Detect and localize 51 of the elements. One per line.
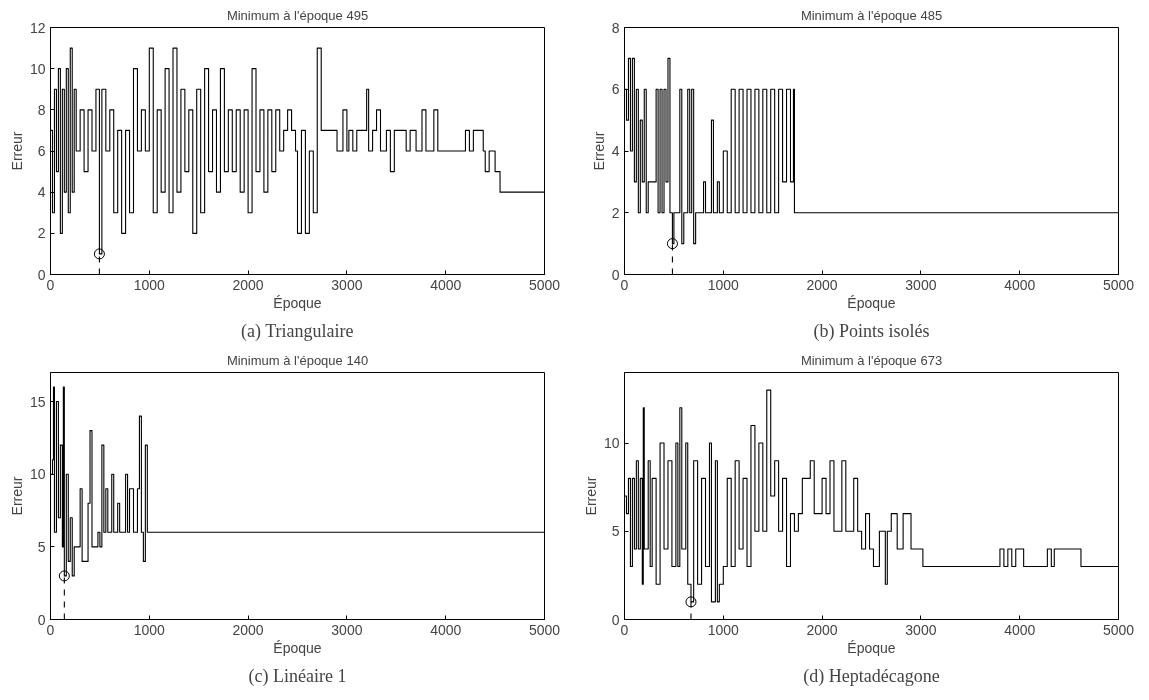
y-tick-label: 10 <box>29 60 46 77</box>
x-tick-label: 2000 <box>232 276 264 293</box>
y-tick-label: 6 <box>37 143 46 159</box>
x-tick-label: 3000 <box>331 621 363 638</box>
y-tick-label: 6 <box>611 81 620 98</box>
x-axis-title: Époque <box>847 639 896 656</box>
x-tick-label: 1000 <box>707 621 740 638</box>
chart-title: Minimum à l'époque 485 <box>800 7 943 23</box>
x-tick-label: 2000 <box>806 276 838 293</box>
x-tick-label: 4000 <box>1004 276 1036 293</box>
y-tick-label: 2 <box>611 204 620 221</box>
y-tick-label: 10 <box>29 466 46 483</box>
x-tick-label: 4000 <box>430 621 462 638</box>
chart-title: Minimum à l'époque 673 <box>800 352 943 368</box>
text: (d) Heptadécagone <box>803 665 940 687</box>
y-tick-label: 15 <box>29 393 46 410</box>
x-tick-label: 1000 <box>707 276 740 293</box>
y-tick-label: 4 <box>37 184 46 201</box>
y-tick-label: 10 <box>603 435 620 452</box>
y-axis-title: Erreur <box>590 131 607 171</box>
x-axis-title: Époque <box>273 639 322 656</box>
x-tick-label: 2000 <box>806 621 838 638</box>
x-tick-label: 5000 <box>528 621 561 638</box>
y-tick-label: 8 <box>37 101 46 118</box>
y-axis-title: Erreur <box>582 476 599 516</box>
x-tick-label: 3000 <box>331 276 363 293</box>
x-tick-label: 3000 <box>905 276 937 293</box>
y-tick-label: 2 <box>37 225 46 242</box>
x-tick-label: 2000 <box>232 621 264 638</box>
chart-title: Minimum à l'époque 140 <box>226 352 369 368</box>
y-tick-label: 5 <box>611 523 620 540</box>
y-tick-label: 5 <box>37 538 46 555</box>
x-tick-label: 1000 <box>133 276 166 293</box>
x-tick-label: 5000 <box>1102 276 1135 293</box>
y-tick-label: 4 <box>611 143 620 159</box>
x-tick-label: 5000 <box>528 276 561 293</box>
text: (b) Points isolés <box>813 320 930 342</box>
x-tick-label: 1000 <box>133 621 166 638</box>
x-axis-title: Époque <box>847 294 896 311</box>
text: (a) Triangulaire <box>241 320 354 342</box>
x-tick-label: 3000 <box>905 621 937 638</box>
x-tick-label: 4000 <box>1004 621 1036 638</box>
text: (c) Linéaire 1 <box>248 665 347 687</box>
x-tick-label: 4000 <box>430 276 462 293</box>
x-axis-title: Époque <box>273 294 322 311</box>
y-axis-title: Erreur <box>8 131 25 171</box>
y-axis-title: Erreur <box>8 476 25 516</box>
y-tick-label: 8 <box>611 19 620 36</box>
chart-title: Minimum à l'époque 495 <box>226 7 369 23</box>
y-tick-label: 12 <box>29 19 46 36</box>
x-tick-label: 5000 <box>1102 621 1135 638</box>
